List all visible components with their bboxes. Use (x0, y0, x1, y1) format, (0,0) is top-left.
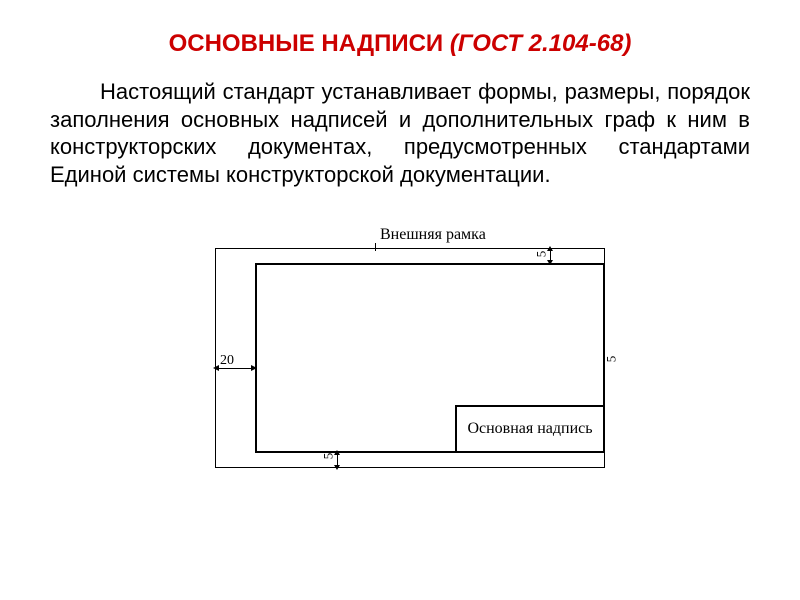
dim-bottom-arrow-down-icon (334, 465, 340, 470)
dim-top-arrow-up-icon (547, 246, 553, 251)
dimension-right: 5 (603, 356, 619, 363)
dim-bottom-arrow-up-icon (334, 450, 340, 455)
dim-left-line (215, 368, 255, 369)
dimension-left: 20 (220, 353, 234, 369)
dimension-top: 5 (533, 251, 549, 258)
frame-diagram: Внешняя рамка Основная надпись 20 5 5 5 (180, 218, 620, 478)
title-gost: (ГОСТ 2.104-68) (450, 30, 632, 57)
title-main: ОСНОВНЫЕ НАДПИСИ (169, 30, 450, 57)
outer-frame-label: Внешняя рамка (380, 226, 486, 244)
dim-right-arrow-icon (251, 365, 257, 371)
dim-left-arrow-icon (213, 365, 219, 371)
dim-top-arrow-down-icon (547, 260, 553, 265)
page-title: ОСНОВНЫЕ НАДПИСИ (ГОСТ 2.104-68) (50, 30, 750, 58)
title-block: Основная надпись (455, 405, 605, 453)
inner-frame: Основная надпись (255, 263, 605, 453)
description-paragraph: Настоящий стандарт устанавливает формы, … (50, 78, 750, 188)
